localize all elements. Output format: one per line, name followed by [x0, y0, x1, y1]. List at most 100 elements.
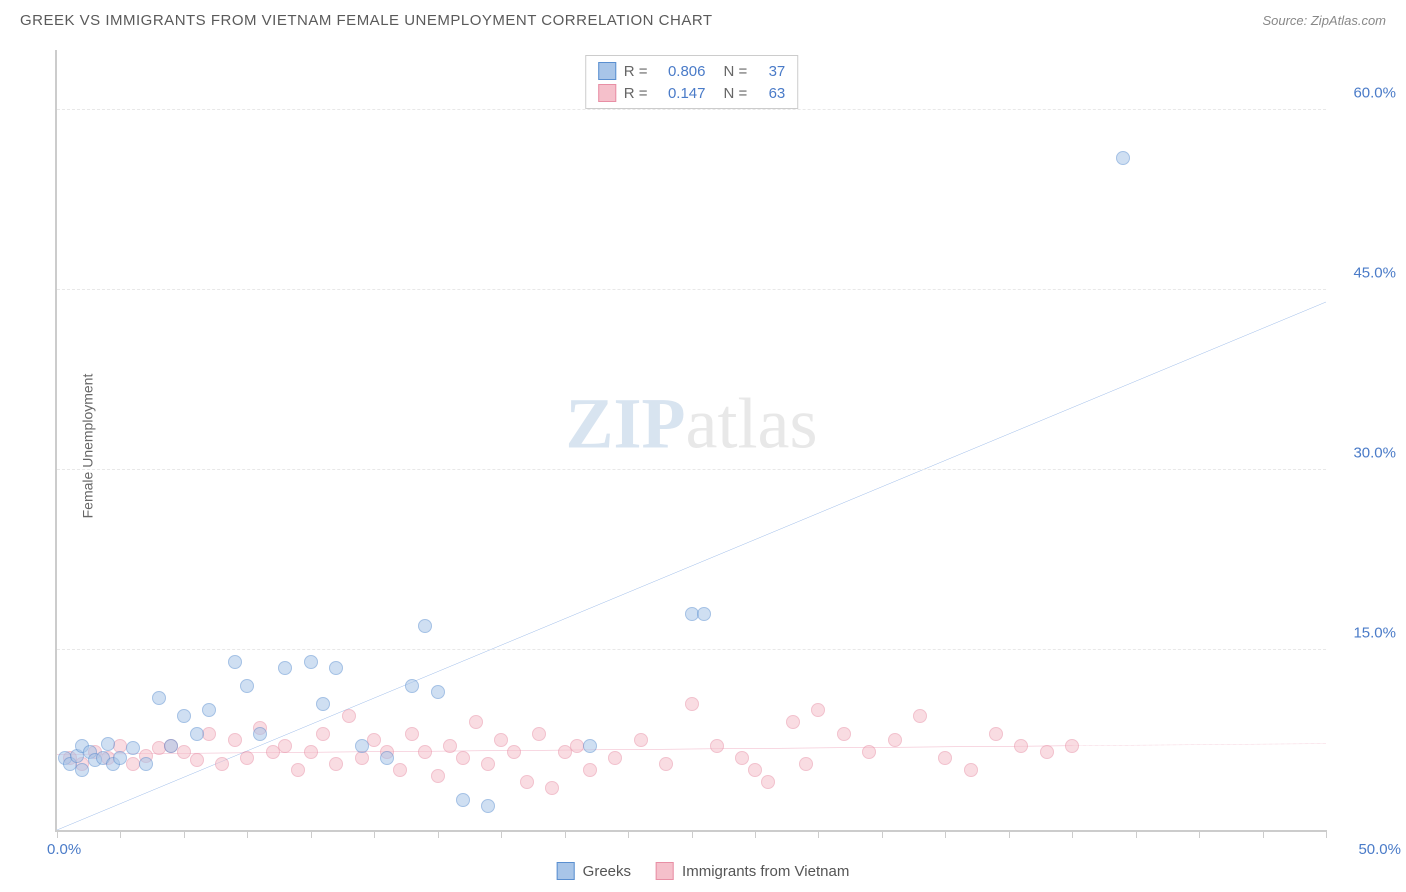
data-point-vietnam: [583, 763, 597, 777]
data-point-vietnam: [862, 745, 876, 759]
data-point-greeks: [177, 709, 191, 723]
watermark: ZIPatlas: [566, 383, 818, 466]
r-value: 0.147: [656, 85, 706, 102]
data-point-vietnam: [443, 739, 457, 753]
stats-legend-row: R = 0.147 N = 63: [598, 82, 786, 104]
data-point-greeks: [253, 727, 267, 741]
x-tick: [818, 830, 819, 838]
data-point-vietnam: [177, 745, 191, 759]
data-point-vietnam: [634, 733, 648, 747]
grid-line: [57, 109, 1326, 110]
data-point-greeks: [583, 739, 597, 753]
r-label: R =: [624, 85, 648, 102]
y-tick-label: 30.0%: [1336, 445, 1396, 462]
x-axis-origin-label: 0.0%: [47, 841, 81, 858]
x-tick: [628, 830, 629, 838]
data-point-vietnam: [418, 745, 432, 759]
n-value: 63: [755, 85, 785, 102]
legend-label: Immigrants from Vietnam: [682, 863, 849, 880]
data-point-greeks: [113, 751, 127, 765]
data-point-vietnam: [469, 715, 483, 729]
watermark-part1: ZIP: [566, 384, 686, 464]
data-point-vietnam: [888, 733, 902, 747]
x-tick: [755, 830, 756, 838]
chart-container: GREEK VS IMMIGRANTS FROM VIETNAM FEMALE …: [0, 0, 1406, 892]
x-tick: [501, 830, 502, 838]
x-tick: [1199, 830, 1200, 838]
x-tick: [1136, 830, 1137, 838]
y-tick-label: 45.0%: [1336, 265, 1396, 282]
stats-legend: R =0.806N =37R =0.147N =63: [585, 55, 799, 109]
data-point-vietnam: [481, 757, 495, 771]
grid-line: [57, 649, 1326, 650]
data-point-greeks: [202, 703, 216, 717]
x-tick: [120, 830, 121, 838]
data-point-vietnam: [291, 763, 305, 777]
data-point-vietnam: [1040, 745, 1054, 759]
data-point-vietnam: [456, 751, 470, 765]
data-point-vietnam: [278, 739, 292, 753]
data-point-vietnam: [190, 753, 204, 767]
data-point-vietnam: [938, 751, 952, 765]
data-point-greeks: [316, 697, 330, 711]
data-point-vietnam: [735, 751, 749, 765]
data-point-vietnam: [964, 763, 978, 777]
plot-area: ZIPatlas R =0.806N =37R =0.147N =63 0.0%…: [55, 50, 1326, 832]
data-point-vietnam: [608, 751, 622, 765]
data-point-greeks: [101, 737, 115, 751]
n-label: N =: [724, 63, 748, 80]
legend-swatch: [598, 62, 616, 80]
data-point-greeks: [75, 763, 89, 777]
data-point-vietnam: [329, 757, 343, 771]
trend-line-dashed: [1072, 744, 1326, 746]
stats-legend-row: R =0.806N =37: [598, 60, 786, 82]
data-point-greeks: [126, 741, 140, 755]
data-point-vietnam: [799, 757, 813, 771]
n-value: 37: [755, 63, 785, 80]
trend-lines-layer: [57, 50, 1326, 830]
legend-item: Immigrants from Vietnam: [656, 862, 849, 880]
x-tick: [945, 830, 946, 838]
x-tick: [1263, 830, 1264, 838]
data-point-greeks: [456, 793, 470, 807]
data-point-vietnam: [1014, 739, 1028, 753]
legend-swatch: [557, 862, 575, 880]
data-point-vietnam: [215, 757, 229, 771]
n-label: N =: [724, 85, 748, 102]
data-point-vietnam: [532, 727, 546, 741]
data-point-greeks: [380, 751, 394, 765]
data-point-vietnam: [316, 727, 330, 741]
data-point-vietnam: [405, 727, 419, 741]
data-point-vietnam: [989, 727, 1003, 741]
x-tick: [1072, 830, 1073, 838]
data-point-greeks: [481, 799, 495, 813]
data-point-vietnam: [685, 697, 699, 711]
data-point-greeks: [164, 739, 178, 753]
r-label: R =: [624, 63, 648, 80]
watermark-part2: atlas: [686, 384, 818, 464]
data-point-greeks: [304, 655, 318, 669]
y-tick-label: 60.0%: [1336, 85, 1396, 102]
x-tick: [184, 830, 185, 838]
data-point-vietnam: [431, 769, 445, 783]
data-point-greeks: [329, 661, 343, 675]
data-point-vietnam: [520, 775, 534, 789]
legend-swatch: [656, 862, 674, 880]
data-point-vietnam: [304, 745, 318, 759]
data-point-vietnam: [240, 751, 254, 765]
data-point-vietnam: [710, 739, 724, 753]
legend-label: Greeks: [583, 863, 631, 880]
x-tick: [1326, 830, 1327, 838]
data-point-greeks: [190, 727, 204, 741]
legend-swatch: [598, 84, 616, 102]
x-tick: [565, 830, 566, 838]
data-point-greeks: [139, 757, 153, 771]
data-point-vietnam: [342, 709, 356, 723]
x-tick: [438, 830, 439, 838]
chart-title: GREEK VS IMMIGRANTS FROM VIETNAM FEMALE …: [20, 12, 713, 29]
data-point-greeks: [1116, 151, 1130, 165]
x-tick: [247, 830, 248, 838]
x-tick: [692, 830, 693, 838]
x-tick: [57, 830, 58, 838]
data-point-greeks: [405, 679, 419, 693]
